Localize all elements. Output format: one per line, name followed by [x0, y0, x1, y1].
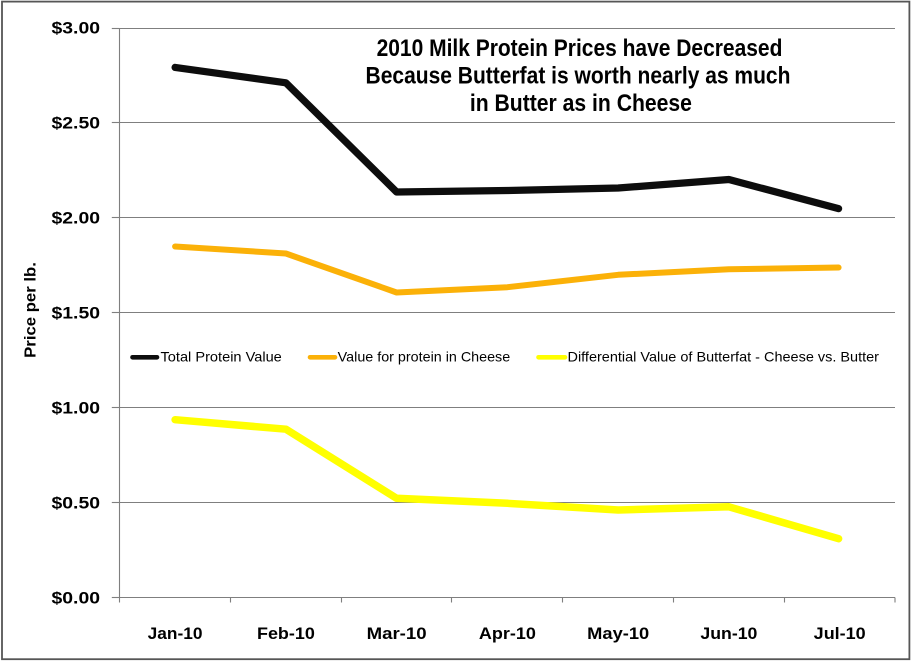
svg-text:$2.00: $2.00	[52, 209, 101, 228]
svg-text:Jan-10: Jan-10	[148, 624, 203, 643]
svg-text:$3.00: $3.00	[52, 19, 101, 38]
svg-text:Value for protein in Cheese: Value for protein in Cheese	[338, 349, 511, 365]
svg-text:Feb-10: Feb-10	[257, 624, 315, 643]
svg-text:Differential Value of Butterfa: Differential Value of Butterfat - Cheese…	[568, 349, 880, 365]
svg-text:Because Butterfat is worth nea: Because Butterfat is worth nearly as muc…	[366, 63, 791, 90]
svg-text:$0.00: $0.00	[52, 589, 101, 608]
svg-text:Total Protein Value: Total Protein Value	[161, 349, 283, 365]
svg-text:$1.00: $1.00	[52, 399, 101, 418]
svg-text:Apr-10: Apr-10	[479, 624, 536, 643]
svg-text:Jun-10: Jun-10	[700, 624, 757, 643]
svg-text:Jul-10: Jul-10	[814, 624, 866, 643]
svg-text:$1.50: $1.50	[52, 304, 101, 323]
svg-text:$2.50: $2.50	[52, 114, 101, 133]
svg-text:May-10: May-10	[587, 624, 649, 643]
svg-text:$0.50: $0.50	[52, 494, 101, 513]
svg-text:2010 Milk Protein Prices have: 2010 Milk Protein Prices have Decreased	[377, 35, 783, 62]
svg-text:Mar-10: Mar-10	[367, 624, 427, 643]
svg-text:in Butter as in Cheese: in Butter as in Cheese	[470, 90, 692, 117]
svg-text:Price per lb.: Price per lb.	[23, 262, 40, 358]
